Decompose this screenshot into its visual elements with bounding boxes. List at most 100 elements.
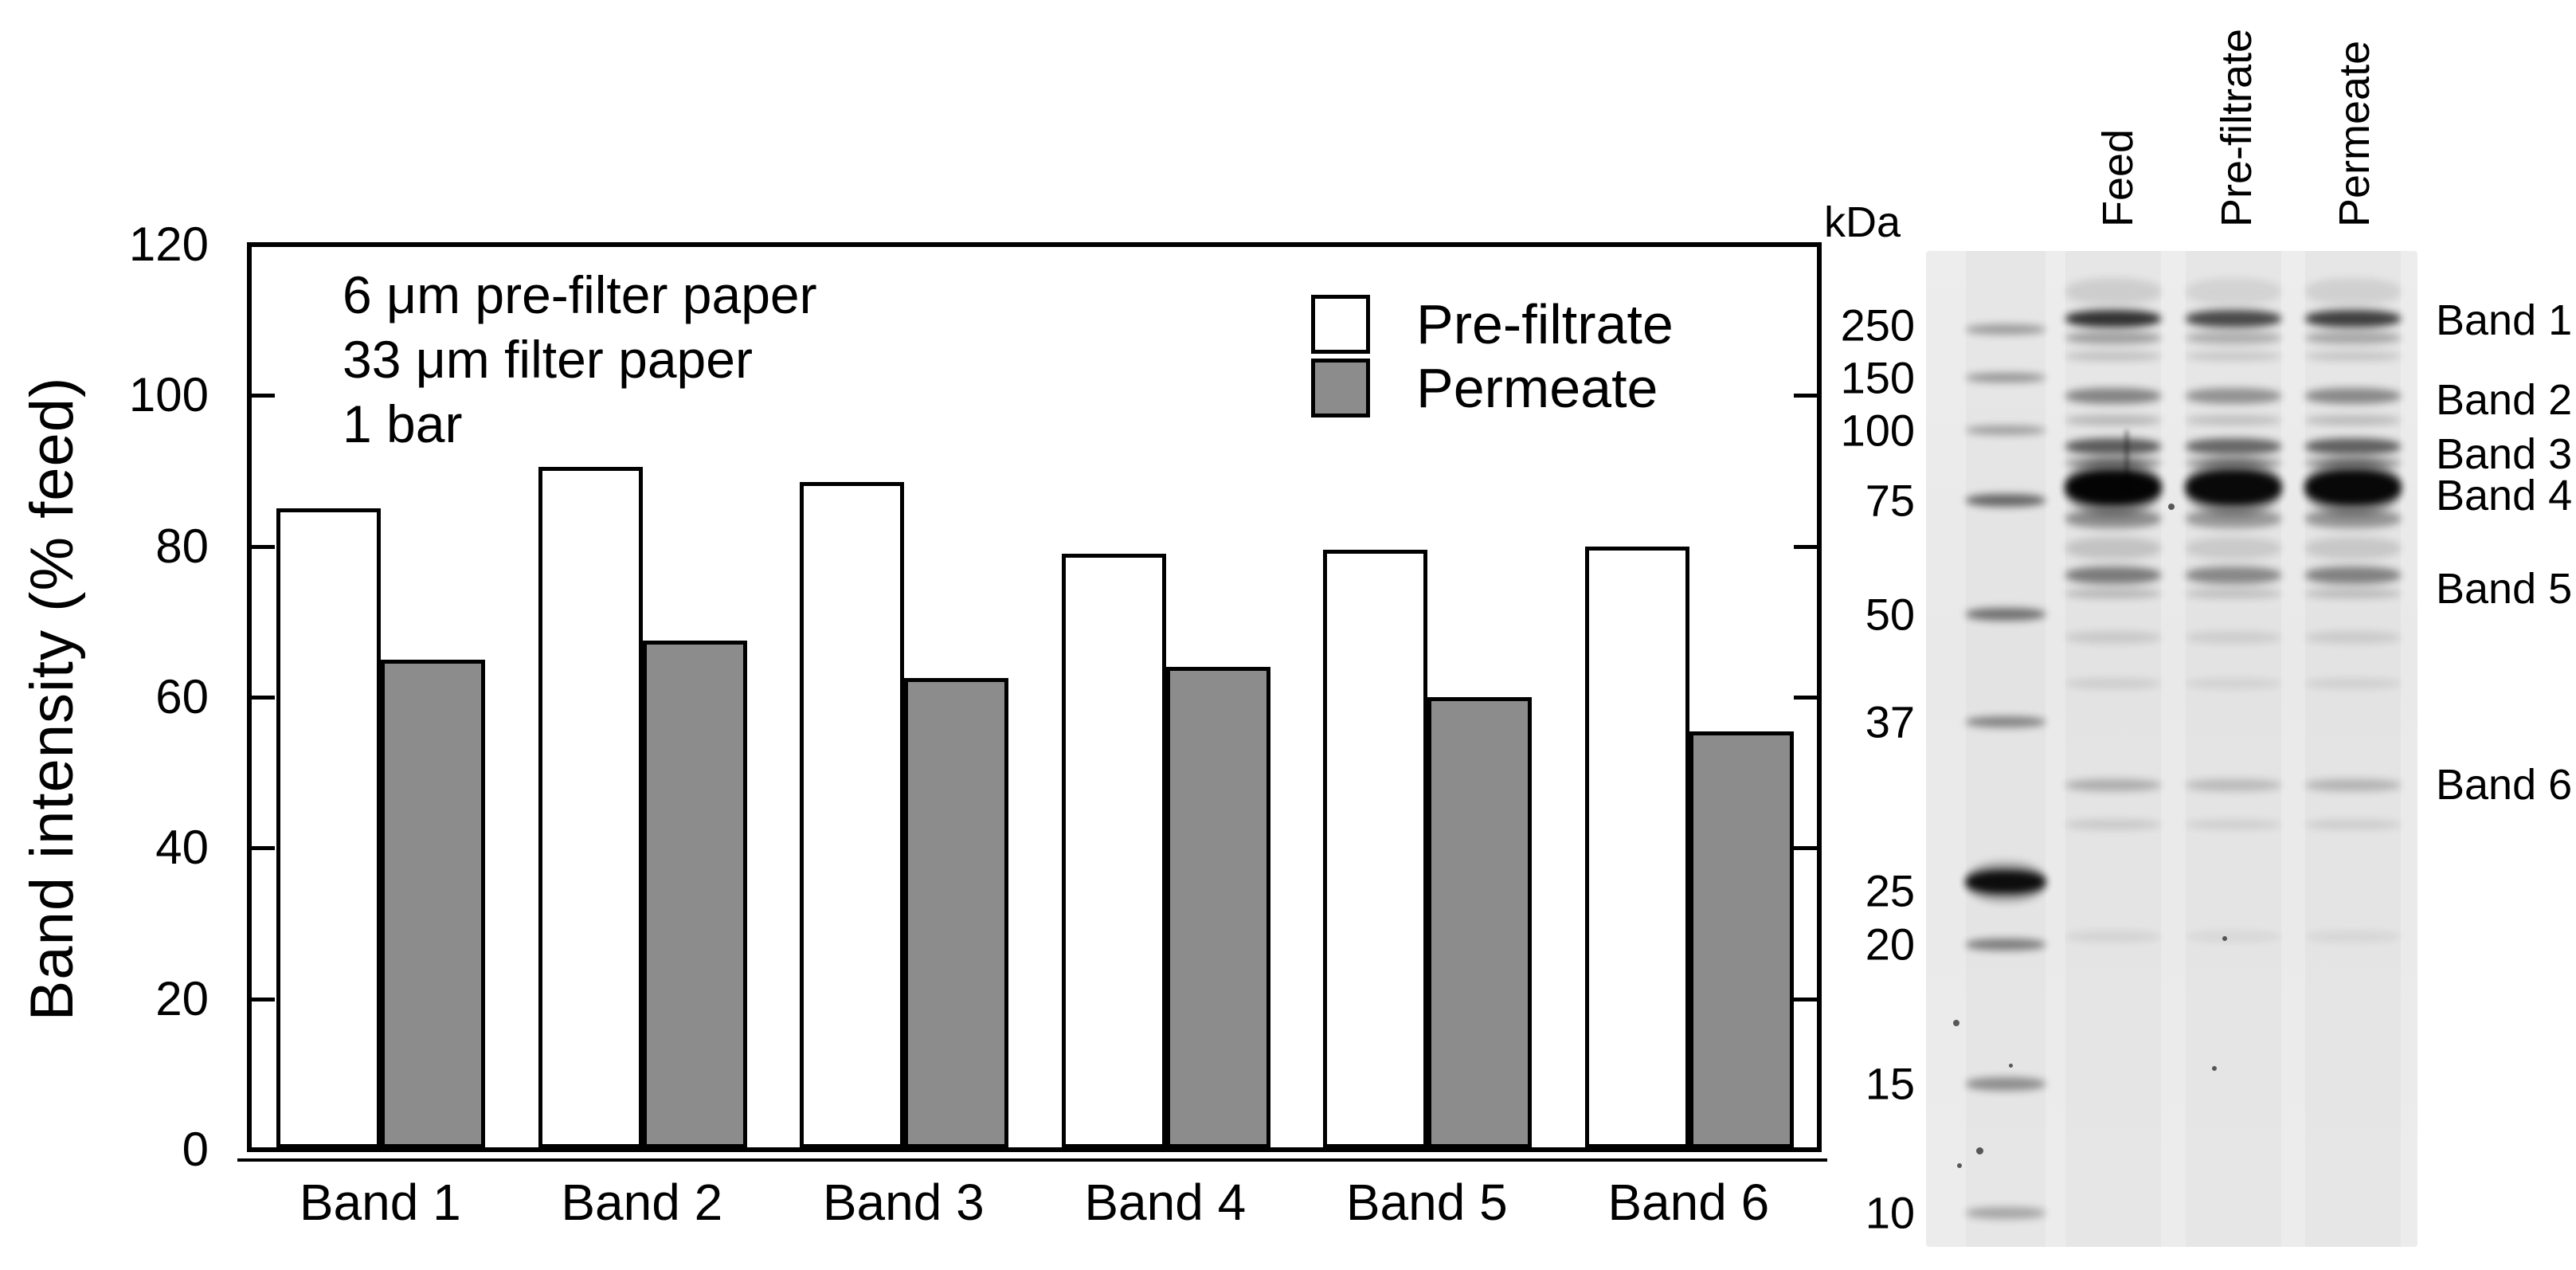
sample-band-r11-pre-filtrate	[2186, 537, 2281, 559]
sample-band-r0-permeate	[2305, 278, 2401, 305]
sample-band-r4-permeate	[2305, 388, 2401, 404]
bar-permeate-band-3	[904, 678, 1008, 1148]
sample-band-r15-permeate	[2305, 678, 2401, 689]
gel-band-label-6: Band 6	[2436, 761, 2573, 809]
ladder-kda-label-75: 75	[1865, 475, 1915, 526]
sample-band-r12-permeate	[2305, 566, 2401, 584]
sample-band-r17-pre-filtrate	[2186, 820, 2281, 829]
sample-band-r18-feed	[2065, 930, 2161, 943]
sample-band-r18-pre-filtrate	[2186, 930, 2281, 943]
sample-band-r18-permeate	[2305, 930, 2401, 943]
sample-band-r1-pre-filtrate	[2186, 310, 2281, 327]
gel-speck-0	[2168, 504, 2175, 510]
sample-band-r4-pre-filtrate	[2186, 388, 2281, 404]
sample-band-r4-feed	[2065, 388, 2161, 404]
y-tick-left-80	[249, 544, 275, 549]
ladder-band-9	[1966, 1076, 2046, 1091]
sample-band-r11-permeate	[2305, 537, 2401, 559]
sample-band-r2-permeate	[2305, 331, 2401, 344]
sample-band-r13-feed	[2065, 589, 2161, 598]
gel-kda-unit-label: kDa	[1824, 198, 1901, 246]
gel-lane-ladder	[1966, 251, 2046, 1247]
gel-lane-feed	[2065, 251, 2161, 1247]
sample-band-r6-feed	[2065, 437, 2161, 455]
sample-band-r5-feed	[2065, 414, 2161, 425]
annotation-line-1: 6 μm pre-filter paper	[343, 265, 817, 324]
sample-band-r5-pre-filtrate	[2186, 414, 2281, 425]
gel-lane-permeate	[2305, 251, 2401, 1247]
bar-pre-filtrate-band-2	[538, 467, 643, 1148]
sample-band-r17-permeate	[2305, 820, 2401, 829]
x-category-label-3: Band 3	[822, 1174, 985, 1231]
ladder-band-2	[1966, 425, 2046, 435]
ladder-kda-label-250: 250	[1840, 300, 1915, 351]
legend-label-pre-filtrate: Pre-filtrate	[1416, 293, 1674, 355]
y-tick-label-120: 120	[128, 218, 209, 271]
sample-band-r16-permeate	[2305, 778, 2401, 791]
sample-band-r9-pre-filtrate	[2186, 469, 2281, 506]
y-tick-right-60	[1794, 696, 1819, 700]
gel-speck-1	[1953, 1020, 1959, 1026]
y-tick-right-40	[1794, 846, 1819, 851]
chart-annotation: 6 μm pre-filter paper 33 μm filter paper 1…	[343, 263, 817, 457]
ladder-band-5	[1966, 716, 2046, 727]
sample-band-r9-feed	[2065, 469, 2161, 506]
gel-lane-label-permeate: Permeate	[2331, 40, 2378, 227]
sample-band-r5-permeate	[2305, 414, 2401, 425]
ladder-band-3	[1966, 494, 2046, 507]
sample-band-r16-feed	[2065, 778, 2161, 791]
x-category-label-4: Band 4	[1084, 1174, 1247, 1231]
sample-band-r14-pre-filtrate	[2186, 631, 2281, 644]
chart-plot-area	[247, 242, 1822, 1152]
gel-speck-3	[1957, 1163, 1962, 1168]
y-tick-label-0: 0	[182, 1123, 209, 1176]
ladder-band-7	[1966, 870, 2046, 894]
y-tick-label-40: 40	[155, 821, 209, 875]
gel-lane-label-feed: Feed	[2094, 128, 2142, 227]
sample-band-r17-feed	[2065, 820, 2161, 829]
bar-pre-filtrate-band-4	[1061, 554, 1166, 1148]
sample-band-r16-pre-filtrate	[2186, 778, 2281, 791]
sample-band-r13-permeate	[2305, 589, 2401, 598]
y-tick-left-60	[249, 696, 275, 700]
bar-permeate-band-5	[1427, 697, 1532, 1148]
bar-permeate-band-6	[1689, 731, 1794, 1148]
sample-band-r12-feed	[2065, 566, 2161, 584]
bar-permeate-band-1	[381, 659, 485, 1148]
legend-swatch-permeate	[1311, 359, 1370, 417]
gel-lane-pre-filtrate	[2186, 251, 2281, 1247]
x-category-label-2: Band 2	[561, 1174, 723, 1231]
sample-band-r7-feed	[2065, 458, 2161, 468]
sample-band-r6-pre-filtrate	[2186, 437, 2281, 455]
y-tick-left-40	[249, 846, 275, 851]
sample-band-r3-permeate	[2305, 351, 2401, 361]
gel-image	[1926, 251, 2417, 1247]
ladder-kda-label-150: 150	[1840, 352, 1915, 403]
sample-band-r0-pre-filtrate	[2186, 278, 2281, 305]
ladder-kda-label-20: 20	[1865, 919, 1915, 970]
sample-band-r11-feed	[2065, 537, 2161, 559]
y-tick-label-100: 100	[128, 368, 209, 422]
ladder-kda-label-50: 50	[1865, 589, 1915, 640]
x-category-label-6: Band 6	[1607, 1174, 1770, 1231]
x-category-label-1: Band 1	[299, 1174, 461, 1231]
x-category-label-5: Band 5	[1345, 1174, 1508, 1231]
gel-speck-5	[2222, 936, 2227, 941]
sample-band-r2-pre-filtrate	[2186, 331, 2281, 344]
ladder-band-8	[1966, 938, 2046, 951]
sample-band-r1-permeate	[2305, 310, 2401, 327]
sample-band-r12-pre-filtrate	[2186, 566, 2281, 584]
y-tick-right-80	[1794, 544, 1819, 549]
bar-pre-filtrate-band-5	[1323, 550, 1427, 1148]
gel-speck-2	[1976, 1147, 1983, 1154]
legend-label-permeate: Permeate	[1416, 357, 1658, 419]
bar-permeate-band-4	[1165, 667, 1270, 1148]
y-tick-right-100	[1794, 394, 1819, 398]
gel-band-label-3: Band 3	[2436, 430, 2573, 478]
sample-band-r1-feed	[2065, 310, 2161, 327]
gel-band-label-5: Band 5	[2436, 565, 2573, 613]
bar-permeate-band-2	[642, 641, 747, 1148]
gel-band-label-2: Band 2	[2436, 376, 2573, 424]
y-tick-left-20	[249, 997, 275, 1001]
